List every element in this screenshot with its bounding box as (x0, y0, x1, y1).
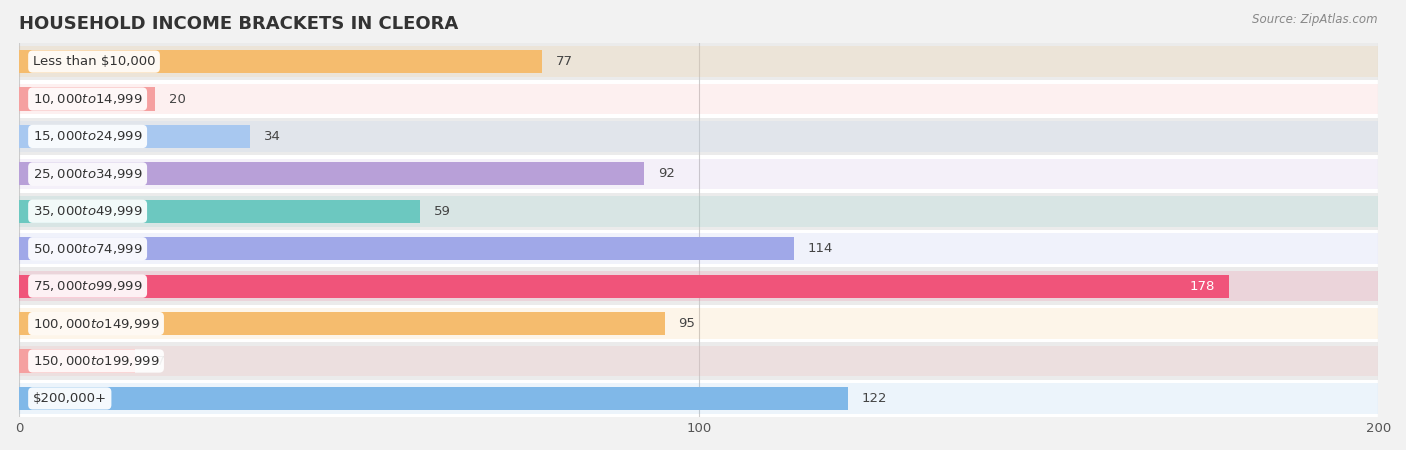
Bar (20, 84, 1378, 114)
Bar (20, 349, 135, 373)
Text: $150,000 to $199,999: $150,000 to $199,999 (32, 354, 159, 368)
Text: Less than $10,000: Less than $10,000 (32, 55, 155, 68)
Text: 114: 114 (807, 242, 832, 255)
Bar (20, 342, 1378, 380)
Bar (20, 230, 1378, 267)
Text: 17: 17 (148, 355, 166, 368)
Text: 178: 178 (1189, 279, 1215, 292)
Bar (20, 158, 1378, 189)
Bar (20, 43, 1378, 80)
Text: 95: 95 (678, 317, 696, 330)
Text: $50,000 to $74,999: $50,000 to $74,999 (32, 242, 142, 256)
Bar (20, 267, 1378, 305)
Text: Source: ZipAtlas.com: Source: ZipAtlas.com (1253, 14, 1378, 27)
Bar (20, 237, 794, 261)
Text: $25,000 to $34,999: $25,000 to $34,999 (32, 167, 142, 181)
Text: $10,000 to $14,999: $10,000 to $14,999 (32, 92, 142, 106)
Text: 122: 122 (862, 392, 887, 405)
Text: 20: 20 (169, 93, 186, 106)
Bar (20, 118, 1378, 155)
Bar (20, 50, 543, 73)
Text: 59: 59 (433, 205, 450, 218)
Bar (20, 380, 1378, 417)
Bar (20, 196, 1378, 227)
Bar (20, 274, 1229, 298)
Bar (20, 121, 1378, 152)
Text: 92: 92 (658, 167, 675, 180)
Bar (20, 271, 1378, 302)
Text: 34: 34 (264, 130, 281, 143)
Text: $15,000 to $24,999: $15,000 to $24,999 (32, 130, 142, 144)
Bar (20, 308, 1378, 339)
Bar (20, 162, 644, 185)
Bar (20, 155, 1378, 193)
Text: $35,000 to $49,999: $35,000 to $49,999 (32, 204, 142, 218)
Bar (20, 305, 1378, 342)
Bar (20, 193, 1378, 230)
Bar (20, 125, 250, 148)
Bar (20, 46, 1378, 77)
Bar (20, 87, 155, 111)
Text: $200,000+: $200,000+ (32, 392, 107, 405)
Bar (20, 387, 848, 410)
Bar (20, 234, 1378, 264)
Text: $75,000 to $99,999: $75,000 to $99,999 (32, 279, 142, 293)
Bar (20, 80, 1378, 118)
Bar (20, 383, 1378, 414)
Text: 77: 77 (555, 55, 574, 68)
Text: HOUSEHOLD INCOME BRACKETS IN CLEORA: HOUSEHOLD INCOME BRACKETS IN CLEORA (20, 15, 458, 33)
Text: $100,000 to $149,999: $100,000 to $149,999 (32, 317, 159, 331)
Bar (20, 346, 1378, 376)
Bar (20, 312, 665, 335)
Bar (20, 200, 420, 223)
